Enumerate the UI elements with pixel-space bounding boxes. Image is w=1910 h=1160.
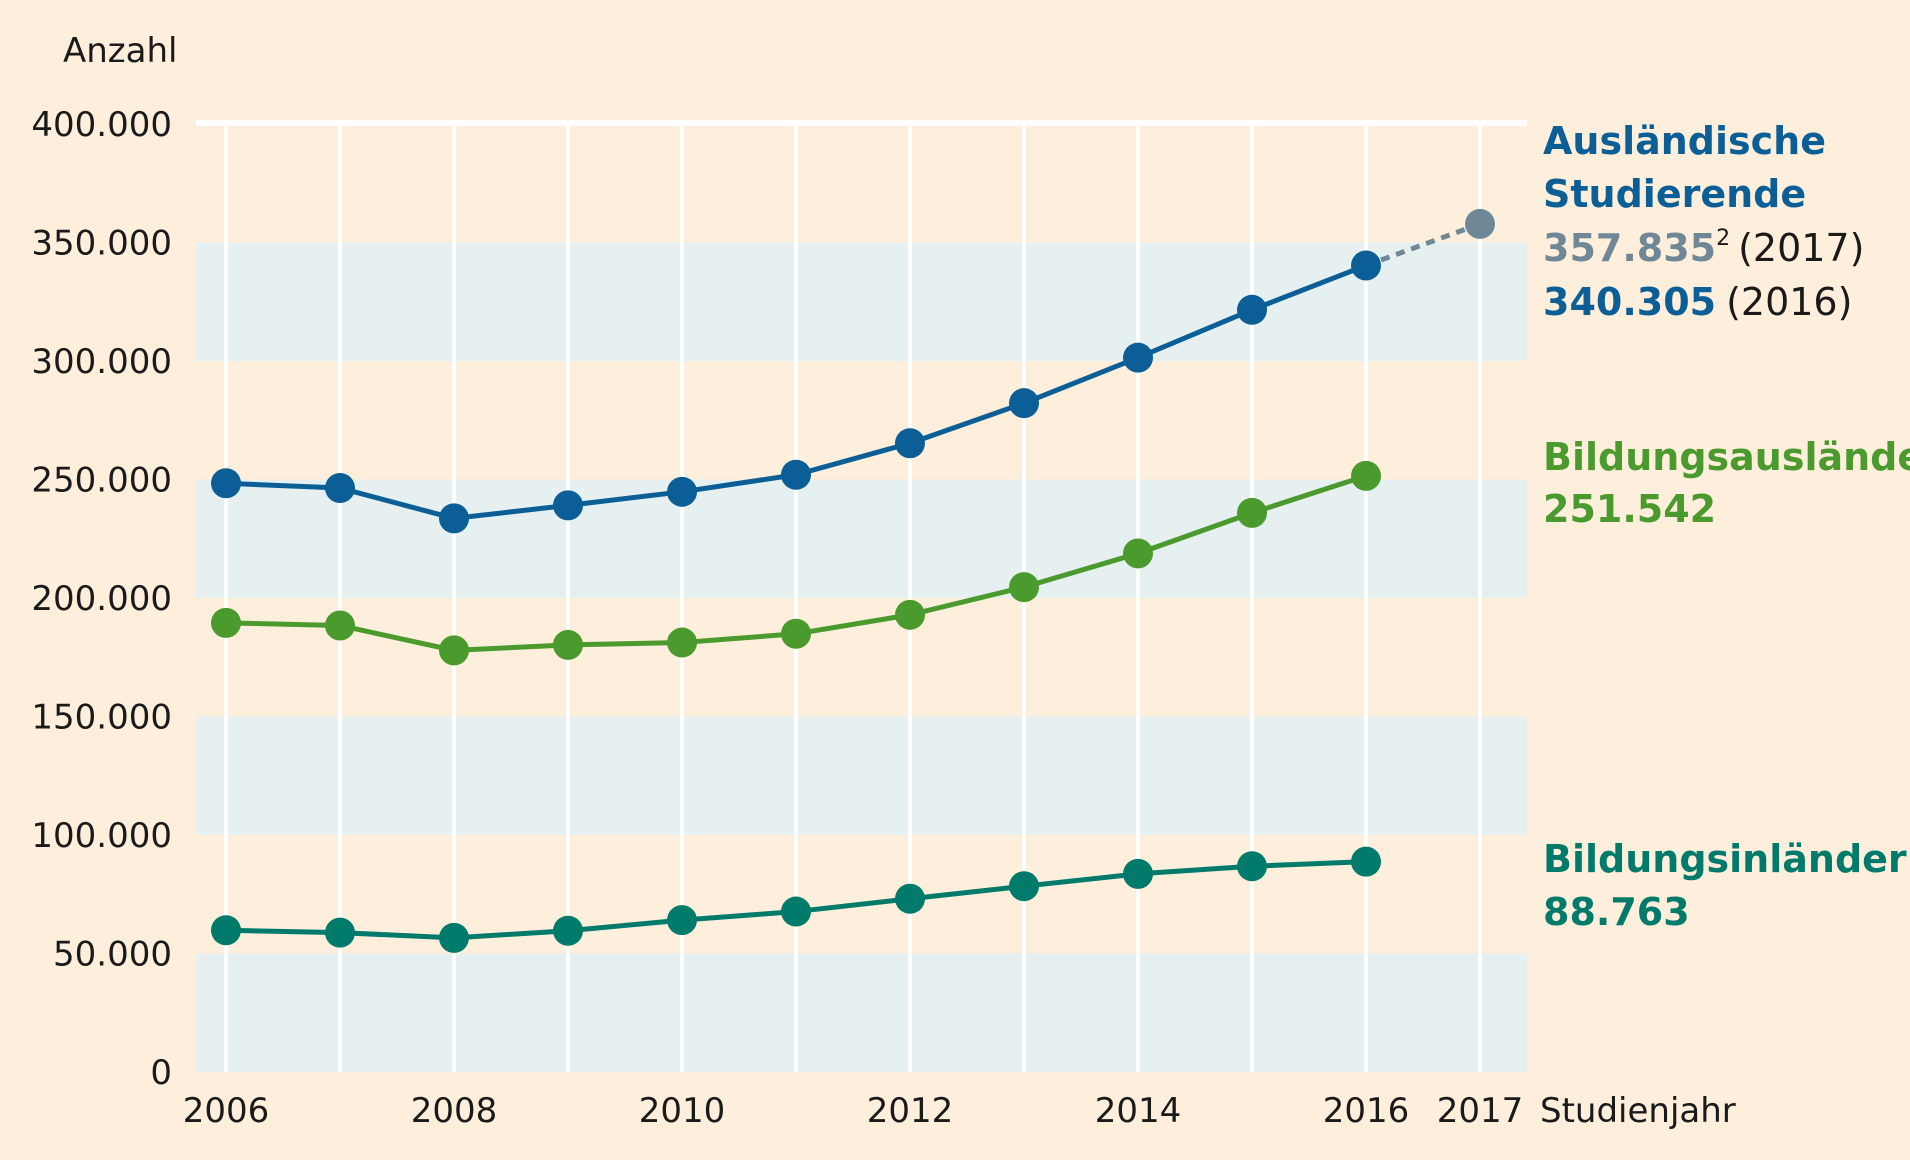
data-point <box>439 635 469 666</box>
year-2017: (2017) <box>1738 226 1864 270</box>
y-tick-label: 200.000 <box>31 579 172 619</box>
label-auslaender-title-1: Ausländische <box>1543 119 1826 163</box>
data-point <box>325 473 355 504</box>
y-tick-label: 50.000 <box>53 935 172 975</box>
band <box>196 716 1527 835</box>
label-auslaender-title-2: Studierende <box>1543 172 1806 216</box>
data-point <box>553 629 583 660</box>
y-axis-label: Anzahl <box>63 31 177 71</box>
year-2016: (2016) <box>1726 280 1852 324</box>
x-tick-label: 2010 <box>639 1091 726 1131</box>
data-point <box>667 476 697 507</box>
x-tick-label: 2017 <box>1437 1091 1524 1131</box>
legend-auslaendische-studierende: Ausländische Studierende 357.8352 (2017) … <box>1543 119 1864 324</box>
data-point <box>1123 858 1153 889</box>
legend-bildungsinlaender: Bildungsinländer 88.763 <box>1543 837 1907 934</box>
legend-bildungsauslaender: Bildungsausländer 251.542 <box>1543 435 1910 531</box>
y-tick-label: 250.000 <box>31 461 172 501</box>
y-tick-label: 350.000 <box>31 224 172 264</box>
data-point <box>211 468 241 499</box>
vertical-gridlines <box>224 124 1482 1072</box>
band <box>196 479 1527 598</box>
label-bildungsinlaender-value: 88.763 <box>1543 890 1690 934</box>
y-tick-label: 150.000 <box>31 698 172 738</box>
y-tick-label: 100.000 <box>31 816 172 856</box>
data-point <box>1237 294 1267 325</box>
y-tick-label: 0 <box>150 1053 172 1093</box>
data-point <box>895 883 925 914</box>
label-bildungsinlaender-title: Bildungsinländer <box>1543 837 1907 881</box>
data-point <box>553 915 583 946</box>
data-point <box>781 618 811 649</box>
label-auslaender-2017: 357.8352 (2017) <box>1543 226 1864 270</box>
data-point <box>325 917 355 948</box>
data-point <box>439 922 469 953</box>
data-point <box>895 428 925 459</box>
data-point <box>781 459 811 490</box>
x-axis-ticks: 2006 2008 2010 2012 2014 2016 2017 <box>183 1091 1524 1131</box>
data-point <box>211 607 241 638</box>
projection-line <box>1365 221 1481 268</box>
x-tick-label: 2008 <box>411 1091 498 1131</box>
y-tick-label: 400.000 <box>31 105 172 145</box>
data-point <box>1009 572 1039 603</box>
data-point <box>667 905 697 936</box>
y-tick-label: 300.000 <box>31 342 172 382</box>
series-points <box>211 208 1495 953</box>
label-bildungsauslaender-value: 251.542 <box>1543 487 1716 531</box>
value-2016: 340.305 <box>1543 280 1716 324</box>
data-point <box>1237 851 1267 882</box>
band <box>196 953 1527 1072</box>
y-axis-ticks: 0 50.000 100.000 150.000 200.000 250.000 300.0… <box>31 105 172 1093</box>
data-point <box>1123 342 1153 373</box>
data-point <box>1351 846 1381 877</box>
x-tick-label: 2016 <box>1323 1091 1410 1131</box>
data-point <box>1009 388 1039 419</box>
x-axis-label: Studienjahr <box>1540 1091 1736 1131</box>
footnote-marker: 2 <box>1716 226 1730 251</box>
data-point <box>211 915 241 946</box>
data-point <box>1237 497 1267 528</box>
x-tick-label: 2006 <box>183 1091 270 1131</box>
data-point <box>667 627 697 658</box>
data-point <box>1351 250 1381 281</box>
label-auslaender-2016: 340.305 (2016) <box>1543 280 1852 324</box>
label-bildungsauslaender-title: Bildungsausländer <box>1543 435 1910 479</box>
band <box>196 124 1527 243</box>
data-point <box>439 503 469 534</box>
data-point <box>553 490 583 521</box>
top-gridline <box>196 120 1527 126</box>
band <box>196 361 1527 480</box>
x-tick-label: 2012 <box>867 1091 954 1131</box>
data-point <box>1351 460 1381 491</box>
x-tick-label: 2014 <box>1095 1091 1182 1131</box>
data-point <box>781 896 811 927</box>
data-point <box>325 610 355 641</box>
band <box>196 242 1527 361</box>
data-point <box>895 599 925 630</box>
value-2017: 357.835 <box>1543 226 1716 270</box>
data-point <box>1009 871 1039 902</box>
band <box>196 598 1527 717</box>
projection-point <box>1465 208 1495 239</box>
data-point <box>1123 538 1153 569</box>
background-bands <box>196 120 1527 1072</box>
